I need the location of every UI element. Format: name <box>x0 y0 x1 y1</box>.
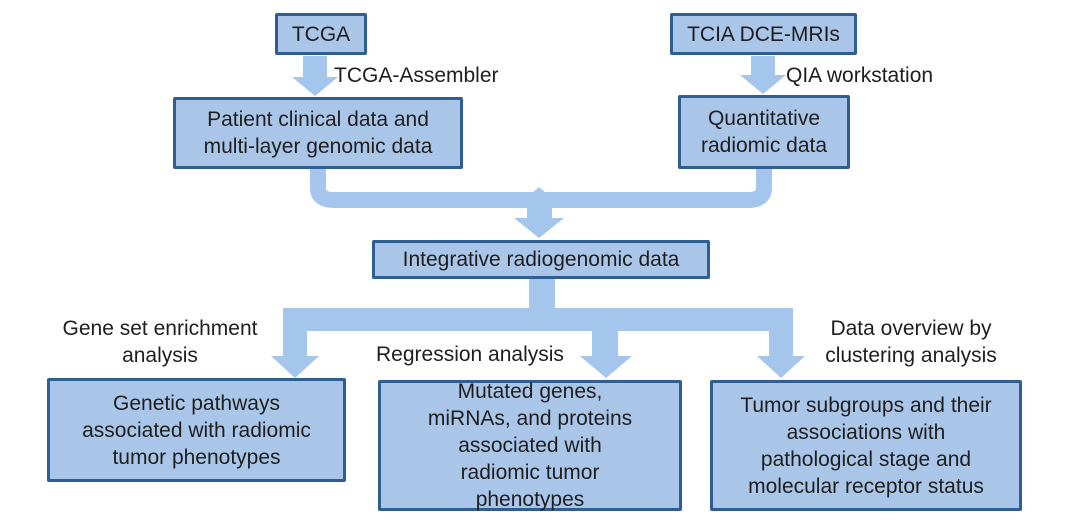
box-patient-clinical-genomic-data: Patient clinical data and multi-layer ge… <box>173 97 463 169</box>
arrow-tcia-down-icon <box>740 56 786 94</box>
arrow-left-branch-icon <box>271 356 319 378</box>
label-tcga-assembler: TCGA-Assembler <box>334 64 499 87</box>
label-gene-set-enrichment-analysis: Gene set enrichment analysis <box>62 317 258 367</box>
box-integrative-radiogenomic-data: Integrative radiogenomic data <box>372 240 710 279</box>
arrow-tcga-down-icon <box>292 56 338 96</box>
arrow-middle-branch-icon <box>580 356 632 378</box>
label-qia-workstation: QIA workstation <box>786 64 934 87</box>
branch-stem <box>529 279 555 310</box>
branch-connector <box>271 279 805 378</box>
merge-connector <box>310 168 772 238</box>
arrow-right-branch-icon <box>757 356 805 378</box>
branch-right-drop <box>769 308 793 358</box>
box-genetic-pathways: Genetic pathways associated with radiomi… <box>47 378 346 482</box>
branch-band <box>283 308 793 331</box>
box-tcga: TCGA <box>275 13 367 55</box>
merge-left-elbow <box>310 168 539 208</box>
merge-right-elbow <box>539 168 772 208</box>
label-regression-analysis: Regression analysis <box>376 343 564 366</box>
box-mutated-genes-mirnas-proteins: Mutated genes, miRNAs, and proteins asso… <box>378 380 682 511</box>
branch-left-drop <box>283 308 307 358</box>
box-quantitative-radiomic-data: Quantitative radiomic data <box>678 95 850 169</box>
box-tumor-subgroups: Tumor subgroups and their associations w… <box>710 380 1022 511</box>
branch-middle-drop <box>592 326 618 358</box>
box-tcia-dce-mris: TCIA DCE-MRIs <box>670 13 857 55</box>
arrow-merge-down-icon <box>514 196 564 238</box>
label-data-overview-clustering: Data overview by clustering analysis <box>825 317 997 367</box>
